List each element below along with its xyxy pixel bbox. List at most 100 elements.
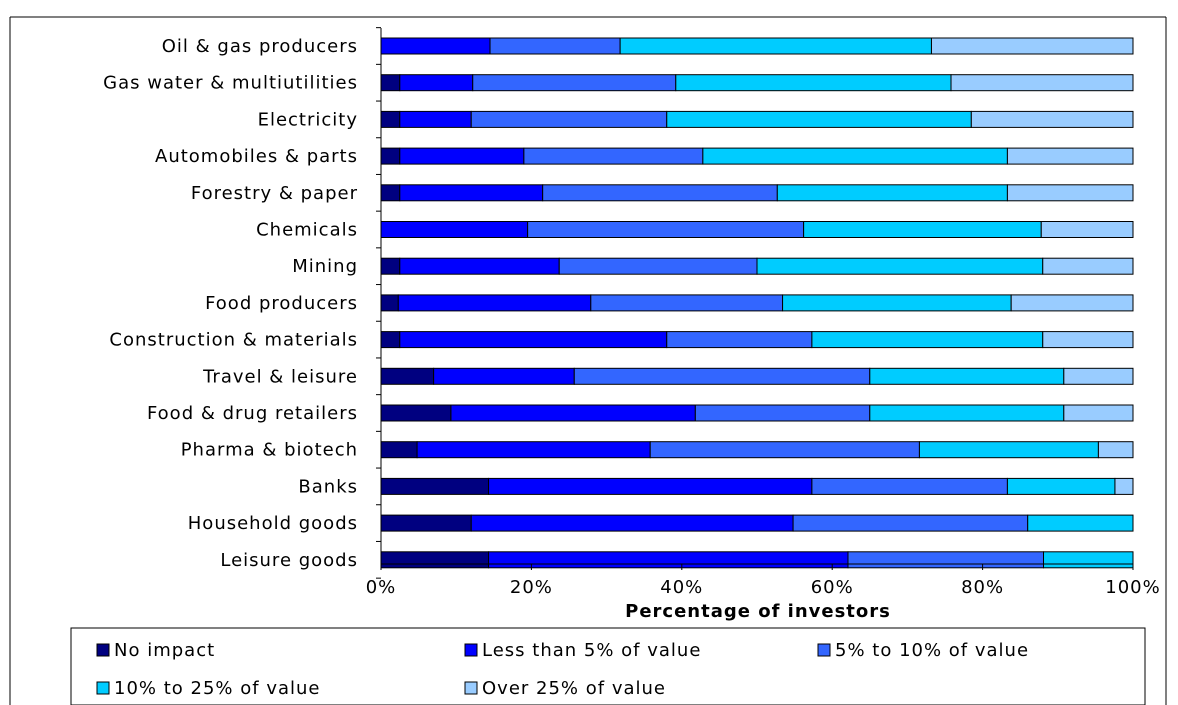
bar-segment — [380, 74, 401, 92]
category-label: Travel & leisure — [202, 366, 358, 387]
bar-segment — [523, 147, 704, 165]
bar-segment — [918, 441, 1099, 459]
bar-segment — [558, 257, 758, 275]
category-label: Food & drug retailers — [147, 403, 358, 424]
x-tick-label: 20% — [510, 577, 553, 598]
bar-segment — [399, 331, 668, 349]
category-label: Food producers — [205, 293, 358, 314]
bar-segment — [675, 74, 952, 92]
x-tick-label: 0% — [366, 577, 397, 598]
bar-segment — [399, 184, 544, 202]
bar-segment — [380, 404, 452, 422]
category-label: Construction & materials — [109, 330, 358, 351]
bar-segment — [399, 147, 525, 165]
bar-segment — [792, 514, 1029, 532]
bar-segment — [970, 110, 1134, 128]
bar-segment — [380, 37, 491, 55]
bar-segment — [380, 367, 435, 385]
bar-segment — [811, 331, 1044, 349]
x-tick-label: 80% — [961, 577, 1004, 598]
bar-segment — [1097, 441, 1134, 459]
legend-swatch — [464, 643, 478, 657]
category-label: Oil & gas producers — [162, 36, 358, 57]
bar-segment — [450, 404, 696, 422]
bar-segment — [470, 514, 794, 532]
legend-swatch — [464, 681, 478, 695]
bar-segment — [433, 367, 575, 385]
bar-segment — [930, 37, 1134, 55]
legend: No impact Less than 5% of value 5% to 10% … — [70, 627, 1146, 705]
bar-segment — [847, 551, 1045, 569]
bar-segment — [380, 221, 529, 238]
bar-segment — [380, 147, 401, 165]
bar-segment — [776, 184, 1008, 202]
category-label: Gas water & multiutilities — [103, 73, 358, 94]
legend-label: No impact — [114, 640, 215, 661]
bar-segment — [702, 147, 1008, 165]
bar-segment — [399, 74, 474, 92]
legend-swatch — [817, 643, 831, 657]
x-axis: 0% 20% 40% 60% 80% 100% — [366, 27, 1160, 598]
bar-segment — [470, 110, 668, 128]
category-label: Pharma & biotech — [181, 440, 358, 461]
bar-segment — [590, 294, 784, 312]
bar-segment — [397, 294, 592, 312]
bar-segment — [1043, 551, 1134, 569]
legend-swatch — [96, 643, 110, 657]
category-label: Banks — [298, 476, 358, 497]
category-label: Chemicals — [256, 220, 358, 241]
bar-segment — [803, 221, 1042, 238]
bar-segment — [380, 441, 418, 459]
bar-segment — [649, 441, 920, 459]
category-labels: Oil & gas producers Gas water & multiutil… — [103, 36, 358, 571]
bar-segment — [1042, 331, 1134, 349]
legend-label: Over 25% of value — [482, 678, 666, 699]
category-label: Leisure goods — [220, 550, 358, 571]
legend-label: Less than 5% of value — [482, 640, 701, 661]
bar-segment — [1006, 184, 1134, 202]
bar-segment — [380, 514, 472, 532]
bar-segment — [527, 221, 805, 238]
bar-segment — [542, 184, 778, 202]
legend-label: 5% to 10% of value — [835, 640, 1029, 661]
bar-segment — [416, 441, 651, 459]
bar-segment — [380, 257, 401, 275]
bar-segment — [666, 110, 972, 128]
category-label: Household goods — [188, 513, 358, 534]
bar-segment — [489, 37, 621, 55]
bar-segment — [950, 74, 1134, 92]
legend-box — [70, 627, 1146, 705]
bar-segment — [782, 294, 1012, 312]
bar-segment — [869, 404, 1065, 422]
legend-label: 10% to 25% of value — [114, 678, 321, 699]
bar-segment — [869, 367, 1065, 385]
bar-segment — [666, 331, 813, 349]
bar-segment — [1063, 404, 1134, 422]
x-tick-label: 40% — [660, 577, 703, 598]
bar-segment — [380, 477, 490, 495]
legend-swatch — [96, 681, 110, 695]
bar-segment — [1006, 477, 1116, 495]
bar-segment — [1042, 257, 1134, 275]
bar-segment — [694, 404, 871, 422]
category-label: Forestry & paper — [191, 183, 358, 204]
bar-segment — [1063, 367, 1134, 385]
bar-segment — [1027, 514, 1134, 532]
bar-segment — [1006, 147, 1134, 165]
x-tick-label: 60% — [811, 577, 854, 598]
bar-segment — [399, 257, 560, 275]
category-label: Automobiles & parts — [155, 146, 358, 167]
bar-segment — [1040, 221, 1134, 238]
x-tick-label: 100% — [1105, 577, 1160, 598]
bar-segment — [380, 294, 399, 312]
bar-segment — [811, 477, 1008, 495]
bar-segment — [488, 551, 849, 569]
bar-segment — [756, 257, 1044, 275]
category-label: Electricity — [258, 109, 358, 130]
bar-segment — [573, 367, 871, 385]
bar-segment — [488, 477, 813, 495]
bar-segment — [399, 110, 472, 128]
bar-segment — [472, 74, 677, 92]
bar-segment — [380, 551, 490, 569]
